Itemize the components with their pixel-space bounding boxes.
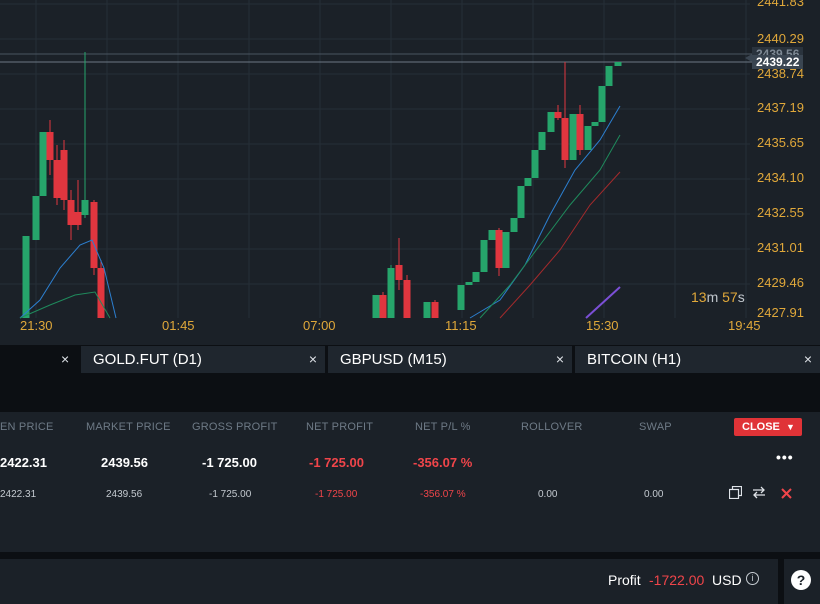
tab-label: GBPUSD (M15) — [340, 351, 447, 368]
price-tick: 2434.10 — [757, 170, 804, 185]
price-tick: 2429.46 — [757, 275, 804, 290]
tab-label: BITCOIN (H1) — [587, 351, 682, 368]
row-rollover: 0.00 — [538, 489, 558, 500]
timer-minutes: 13 — [691, 289, 707, 305]
footer-divider — [0, 552, 820, 559]
header-swap: SWAP — [639, 421, 672, 433]
chevron-down-icon: ▼ — [786, 422, 795, 432]
timer-seconds: 57 — [722, 289, 738, 305]
summary-gross-profit: -1 725.00 — [202, 455, 257, 470]
price-tick: 2437.19 — [757, 100, 804, 115]
price-tick: 2440.29 — [757, 31, 804, 46]
summary-open-price: 2422.31 — [0, 455, 47, 470]
profit-currency: USD — [712, 572, 742, 588]
time-tick: 11:15 — [445, 318, 477, 333]
header-net-pl: NET P/L % — [415, 421, 471, 433]
tab-gold-fut[interactable]: GOLD.FUT (D1) × — [81, 346, 325, 373]
price-tick: 2431.01 — [757, 240, 804, 255]
close-button-label: CLOSE — [742, 421, 780, 433]
footer-separator — [778, 559, 784, 604]
price-tick: 2435.65 — [757, 135, 804, 150]
summary-market-price: 2439.56 — [101, 455, 148, 470]
chart-tabs: × GOLD.FUT (D1) × GBPUSD (M15) × BITCOIN… — [0, 345, 820, 374]
header-market-price: MARKET PRICE — [86, 421, 171, 433]
time-tick: 19:45 — [728, 318, 761, 333]
time-tick: 15:30 — [586, 318, 619, 333]
profit-value: -1722.00 — [649, 572, 705, 588]
price-tick: 2441.83 — [757, 0, 804, 9]
row-net-profit: -1 725.00 — [315, 489, 358, 500]
close-icon[interactable]: × — [803, 351, 812, 367]
summary-net-profit: -1 725.00 — [309, 455, 364, 470]
help-icon[interactable]: ? — [791, 570, 811, 590]
header-open-price: EN PRICE — [0, 421, 54, 433]
price-tick: 2427.91 — [757, 305, 804, 320]
row-market-price: 2439.56 — [106, 489, 143, 500]
time-tick: 01:45 — [162, 318, 195, 333]
close-position-icon[interactable] — [781, 486, 792, 502]
profit-label: Profit — [608, 572, 641, 588]
more-options-icon[interactable]: ••• — [776, 449, 794, 465]
tab-bitcoin[interactable]: BITCOIN (H1) × — [575, 346, 820, 373]
chart-canvas[interactable] — [0, 0, 820, 345]
timer-s-unit: s — [737, 289, 745, 305]
row-net-pl: -356.07 % — [420, 489, 466, 500]
row-swap: 0.00 — [644, 489, 664, 500]
close-icon[interactable]: × — [555, 351, 564, 367]
spacer-band — [0, 374, 820, 412]
time-tick: 07:00 — [303, 318, 336, 333]
price-tick: 2438.74 — [757, 66, 804, 81]
tab-label: GOLD.FUT (D1) — [93, 351, 202, 368]
info-icon[interactable]: i — [746, 572, 759, 585]
header-net-profit: NET PROFIT — [306, 421, 374, 433]
summary-net-pl: -356.07 % — [413, 455, 473, 470]
row-gross-profit: -1 725.00 — [209, 489, 252, 500]
close-button[interactable]: CLOSE ▼ — [734, 418, 802, 436]
header-rollover: ROLLOVER — [521, 421, 583, 433]
positions-panel: EN PRICE MARKET PRICE GROSS PROFIT NET P… — [0, 412, 820, 552]
tab-gbpusd[interactable]: GBPUSD (M15) × — [328, 346, 572, 373]
header-gross-profit: GROSS PROFIT — [192, 421, 278, 433]
timer-m-unit: m — [706, 289, 719, 305]
status-bar — [0, 559, 778, 604]
candle-timer: 13m 57s — [691, 289, 745, 305]
copy-icon[interactable] — [728, 485, 743, 502]
price-tick: 2432.55 — [757, 205, 804, 220]
row-open-price: 2422.31 — [0, 489, 37, 500]
reverse-icon[interactable] — [752, 486, 766, 502]
close-icon[interactable]: × — [308, 351, 317, 367]
price-tag-current: 2439.22 — [752, 55, 804, 69]
price-chart[interactable]: 2441.83 2440.29 2438.74 2437.19 2435.65 … — [0, 0, 820, 345]
time-tick: 21:30 — [20, 318, 53, 333]
close-icon[interactable]: × — [61, 351, 70, 367]
